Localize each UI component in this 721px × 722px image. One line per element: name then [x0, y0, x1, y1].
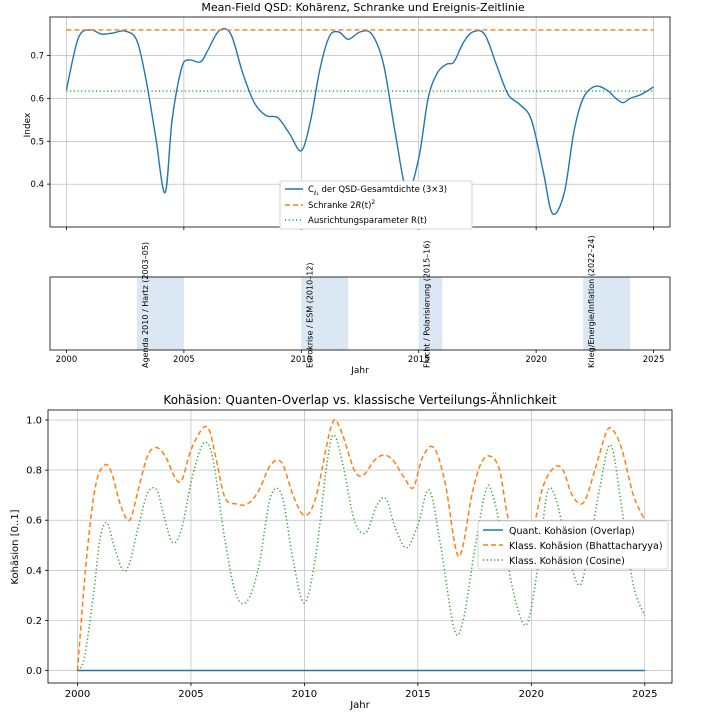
cohesion-xlabel: Jahr — [349, 700, 370, 711]
timeline-xtick-label: 2010 — [290, 355, 312, 365]
timeline-xtick-label: 2005 — [173, 355, 195, 365]
event-band — [136, 277, 184, 350]
cohesion-axis-ticks: 2000 2005 2010 2015 2020 2025 0.0 0.2 0.4 0.6 0.8 1… — [26, 416, 657, 700]
event-timeline: 2000 2005 2010 2015 2020 2025 Agenda 2010 / H… — [49, 235, 671, 376]
cohesion-xtick-label: 2005 — [178, 689, 203, 700]
cohesion-chart-title: Kohäsion: Quanten-Overlap vs. klassische… — [163, 392, 556, 407]
cohesion-ytick-label: 0.8 — [26, 466, 42, 477]
cohesion-xtick-label: 2020 — [519, 689, 544, 700]
coherence-chart: Mean-Field QSD: Kohärenz, Schranke und E… — [23, 1, 671, 230]
coherence-chart-title: Mean-Field QSD: Kohärenz, Schranke und E… — [201, 1, 525, 14]
timeline-axis-ticks: 2000 2005 2010 2015 2020 2025 — [56, 350, 665, 365]
cohesion-ytick-label: 1.0 — [26, 416, 42, 427]
event-bands — [136, 277, 631, 350]
event-label: Krieg/Energie/Inflation (2022–24) — [587, 235, 596, 368]
legend-label-coherence: Cℓ₁ der QSD-Gesamtdichte (3×3) — [308, 185, 447, 197]
legend-label-bhattacharyya: Klass. Kohäsion (Bhattacharyya) — [509, 541, 663, 552]
coherence-legend-box — [279, 180, 473, 230]
coherence-ytick-label: 0.6 — [30, 94, 44, 104]
event-label: Flucht / Polarisierung (2015–16) — [423, 240, 432, 368]
coherence-ytick-label: 0.7 — [30, 52, 44, 62]
cohesion-xtick-label: 2015 — [405, 689, 430, 700]
legend-label-cosine: Klass. Kohäsion (Cosine) — [509, 556, 625, 567]
cohesion-xtick-label: 2000 — [65, 689, 90, 700]
event-band — [301, 277, 349, 350]
coherence-series — [65, 27, 654, 216]
timeline-xtick-label: 2025 — [643, 355, 665, 365]
event-band — [418, 277, 443, 350]
coherence-ytick-label: 0.4 — [30, 180, 44, 190]
event-label: Eurokrise / ESM (2010–12) — [305, 262, 314, 368]
cohesion-xtick-label: 2010 — [292, 689, 317, 700]
coherence-ytick-label: 0.5 — [30, 137, 44, 147]
cohesion-plot-frame — [47, 409, 673, 684]
timeline-xtick-label: 2020 — [525, 355, 547, 365]
event-label: Agenda 2010 / Hartz (2003–05) — [141, 242, 150, 368]
cohesion-series — [76, 418, 646, 672]
legend-label-alignment: Ausrichtungsparameter R(t) — [308, 216, 427, 226]
coherence-series-line-0 — [65, 27, 654, 216]
cohesion-xtick-label: 2025 — [632, 689, 657, 700]
cohesion-ytick-label: 0.4 — [26, 566, 42, 577]
timeline-xtick-label: 2015 — [408, 355, 430, 365]
cohesion-ylabel: Kohäsion [0..1] — [10, 509, 21, 584]
cohesion-ytick-label: 0.0 — [26, 666, 42, 677]
cohesion-ytick-label: 0.6 — [26, 516, 42, 527]
coherence-legend: Cℓ₁ der QSD-Gesamtdichte (3×3) Schranke … — [279, 180, 473, 230]
cohesion-chart: Kohäsion: Quanten-Overlap vs. klassische… — [10, 392, 673, 711]
legend-label-quant: Quant. Kohäsion (Overlap) — [509, 526, 635, 537]
cohesion-legend: Quant. Kohäsion (Overlap) Klass. Kohäsio… — [477, 520, 669, 570]
event-labels: Agenda 2010 / Hartz (2003–05) Eurokrise /… — [141, 235, 596, 368]
timeline-xlabel: Jahr — [350, 366, 369, 376]
coherence-ylabel: Index — [23, 112, 33, 137]
legend-label-bound: Schranke 2R(t)2 — [308, 199, 375, 211]
cohesion-series-line-1 — [76, 418, 646, 671]
cohesion-ytick-label: 0.2 — [26, 616, 42, 627]
timeline-frame — [49, 276, 671, 351]
timeline-xtick-label: 2000 — [56, 355, 78, 365]
event-band — [583, 277, 631, 350]
cohesion-legend-box — [477, 520, 669, 570]
